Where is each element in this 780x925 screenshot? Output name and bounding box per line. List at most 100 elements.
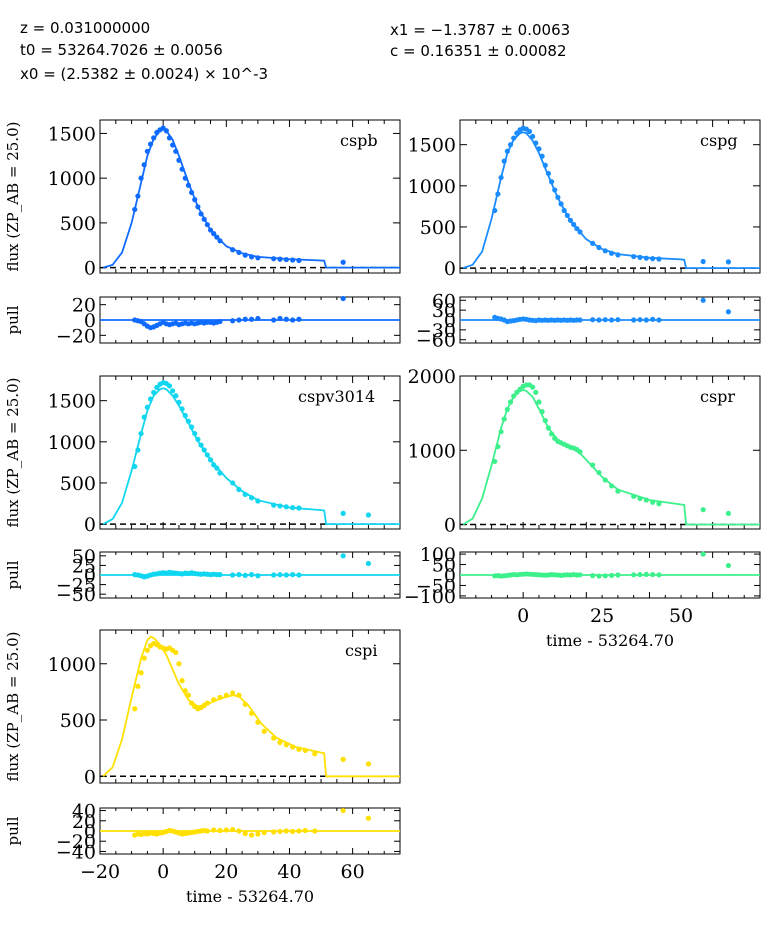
pull-point (590, 317, 596, 323)
data-point (151, 389, 157, 396)
data-point (170, 142, 176, 148)
data-point (230, 690, 236, 696)
data-point (248, 495, 255, 501)
xtick-label: 40 (277, 861, 301, 883)
data-point (138, 430, 144, 437)
pull-point (217, 318, 223, 325)
data-point (214, 234, 220, 240)
data-point (182, 175, 188, 181)
band-label: cspg (700, 131, 738, 150)
xtick-label: 50 (669, 605, 693, 627)
pull-point (631, 317, 637, 323)
data-point (141, 655, 147, 661)
data-point (173, 649, 179, 656)
pull-point (271, 572, 277, 578)
data-point (596, 244, 602, 251)
data-point (242, 491, 248, 498)
data-point (514, 130, 520, 136)
pull-point (302, 827, 308, 834)
data-point (271, 735, 277, 741)
pull-ytick-label: −100 (404, 586, 456, 608)
pull-point (296, 572, 302, 578)
data-point (530, 384, 536, 390)
pull-point (631, 572, 637, 578)
pull-point (602, 317, 608, 323)
pull-ytick-label: 50 (432, 555, 456, 577)
band-label: cspb (340, 131, 378, 150)
pull-point (290, 572, 296, 578)
data-point (176, 399, 182, 405)
flux-ytick-label: 500 (60, 213, 96, 235)
data-point (637, 254, 643, 260)
pull-ylabel: pull (4, 816, 22, 845)
data-point (147, 396, 154, 402)
flux-ytick-label: 500 (60, 473, 96, 495)
data-point (637, 495, 643, 502)
data-point (631, 493, 637, 499)
data-point (725, 259, 732, 265)
pull-point (312, 828, 318, 834)
pull-ytick-label: −50 (56, 584, 96, 606)
data-point (615, 488, 621, 494)
pull-point (643, 571, 649, 577)
data-point (185, 182, 192, 188)
data-point (192, 197, 198, 203)
xtick-label: 25 (590, 605, 614, 627)
pull-point (650, 316, 656, 322)
data-point (166, 135, 173, 141)
pull-point (255, 315, 261, 322)
pull-point (255, 573, 261, 579)
param-x0: x0 = (2.5382 ± 0.0024) × 10^-3 (20, 65, 268, 83)
pull-point (242, 830, 248, 837)
data-point (577, 229, 583, 235)
data-point (365, 512, 372, 518)
data-point (312, 751, 318, 757)
data-point (132, 206, 138, 213)
xtick-label: 20 (214, 861, 238, 883)
pull-ytick-label: 0 (84, 821, 96, 843)
pull-point (223, 827, 229, 833)
data-point (574, 225, 580, 232)
data-point (608, 250, 615, 256)
pull-point (700, 551, 706, 557)
data-point (511, 393, 517, 399)
data-point (656, 256, 662, 262)
xtick-label: 60 (341, 861, 365, 883)
pull-point (656, 572, 662, 578)
data-point (132, 706, 138, 712)
data-point (207, 457, 214, 463)
pull-point (725, 309, 732, 315)
pull-ylabel: pull (4, 305, 22, 334)
pull-point (271, 317, 277, 323)
data-point (179, 166, 185, 172)
data-point (498, 429, 504, 435)
pull-ytick-label: −60 (416, 330, 456, 352)
pull-point (596, 317, 602, 323)
pull-point (725, 562, 732, 569)
pull-point (700, 297, 706, 303)
data-point (498, 174, 504, 181)
flux-ytick-label: 1500 (48, 123, 96, 145)
data-point (271, 502, 277, 508)
pull-ytick-label: 30 (432, 300, 456, 322)
data-point (495, 443, 501, 450)
xtick-label: 0 (517, 605, 529, 627)
data-point (725, 510, 732, 517)
data-point (283, 742, 289, 748)
data-point (504, 406, 510, 413)
data-point (536, 146, 542, 152)
flux-ytick-label: 0 (84, 766, 96, 788)
data-point (182, 412, 188, 419)
flux-ytick-label: 1500 (408, 135, 456, 157)
data-point (151, 135, 157, 141)
data-point (526, 128, 533, 135)
data-point (590, 240, 596, 246)
pull-point (261, 829, 267, 836)
pull-point (230, 318, 236, 324)
data-point (590, 462, 596, 468)
data-point (217, 470, 223, 476)
